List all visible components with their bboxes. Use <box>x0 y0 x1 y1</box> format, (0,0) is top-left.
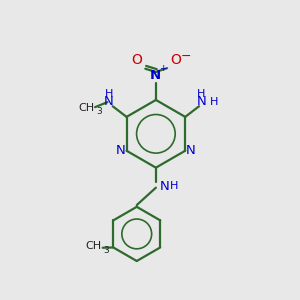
Text: 3: 3 <box>103 246 109 255</box>
Text: N: N <box>196 95 206 108</box>
Text: N: N <box>104 95 114 108</box>
Text: O: O <box>170 53 181 67</box>
Text: H: H <box>105 89 113 99</box>
Text: N: N <box>186 144 196 157</box>
Text: H: H <box>170 181 178 191</box>
Text: N: N <box>116 144 126 157</box>
Text: N: N <box>150 69 161 82</box>
Text: H: H <box>197 89 206 99</box>
Text: N: N <box>159 180 169 193</box>
Text: 3: 3 <box>97 107 102 116</box>
Text: −: − <box>181 50 191 63</box>
Text: H: H <box>210 97 218 106</box>
Text: CH: CH <box>78 103 94 113</box>
Text: CH: CH <box>85 241 101 251</box>
Text: +: + <box>159 64 166 73</box>
Text: O: O <box>131 53 142 67</box>
